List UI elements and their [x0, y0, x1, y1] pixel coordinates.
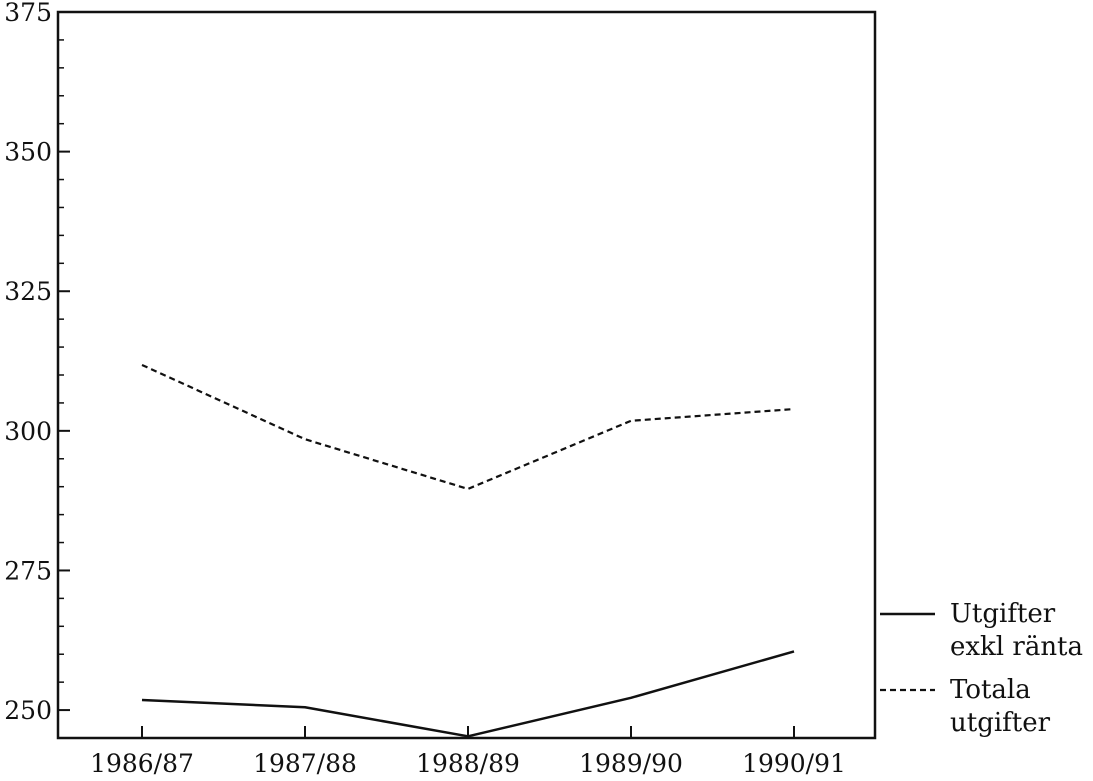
legend-label-line: Utgifter: [950, 599, 1056, 629]
y-minor-ticks: [58, 39, 64, 683]
y-axis: 250 275 300 325 350 375: [4, 0, 70, 725]
legend-label-line: exkl ränta: [950, 632, 1083, 662]
series-lines: [141, 363, 795, 738]
x-axis: 1986/87 1987/88 1988/89 1989/90 1990/91: [90, 726, 846, 778]
x-tick-label: 1988/89: [416, 749, 520, 778]
series-line-totala-utgifter: [141, 363, 795, 491]
y-tick-label: 350: [4, 138, 52, 167]
x-tick-label: 1990/91: [742, 749, 846, 778]
plot-frame: [56, 10, 877, 740]
series-line-utgifter-exkl-ranta: [141, 650, 795, 738]
y-tick-label: 375: [4, 0, 52, 27]
x-tick-label: 1987/88: [253, 749, 357, 778]
x-tick-label: 1989/90: [579, 749, 683, 778]
y-tick-label: 325: [4, 277, 52, 306]
legend-label-line: Totala: [950, 675, 1031, 705]
x-tick-label: 1986/87: [90, 749, 194, 778]
y-tick-label: 250: [4, 696, 52, 725]
legend-label-line: utgifter: [950, 708, 1051, 738]
y-tick-label: 300: [4, 417, 52, 446]
y-tick-label: 275: [4, 556, 52, 585]
legend: Utgifter exkl ränta Totala utgifter: [880, 599, 1083, 738]
